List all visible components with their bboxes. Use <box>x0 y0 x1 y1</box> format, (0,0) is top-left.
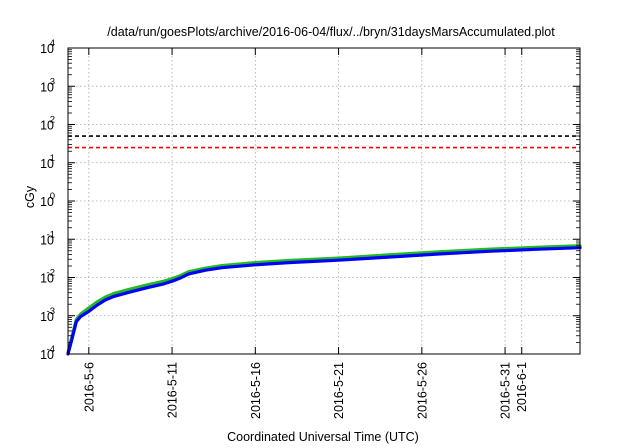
y-axis-ticks: 10-4 10-3 10-2 10-1 100 101 102 103 104 <box>40 38 580 362</box>
x-tick-label: 2016-5-11 <box>166 362 180 418</box>
x-tick-label: 2016-5-21 <box>332 362 346 419</box>
x-axis-label: Coordinated Universal Time (UTC) <box>227 430 419 444</box>
y-tick-label: 10-2 <box>40 268 55 286</box>
series-line-2 <box>66 246 582 356</box>
y-tick-label: 10-1 <box>40 229 55 247</box>
y-tick-label: 100 <box>40 191 55 209</box>
y-tick-label: 101 <box>40 153 55 171</box>
x-tick-label: 2016-5-26 <box>415 362 429 419</box>
x-tick-label: 2016-5-6 <box>82 362 96 412</box>
y-tick-label: 103 <box>40 76 55 94</box>
x-tick-label: 2016-6-1 <box>515 362 529 412</box>
x-tick-label: 2016-5-31 <box>499 362 513 419</box>
y-tick-label: 102 <box>40 115 55 133</box>
y-axis-label: cGy <box>23 185 37 208</box>
reference-lines <box>68 135 580 149</box>
series-lines <box>66 244 582 356</box>
x-tick-label: 2016-5-16 <box>249 362 263 419</box>
grid <box>68 48 580 354</box>
series-line-1 <box>66 244 582 354</box>
x-axis-ticks: 2016-5-6 2016-5-11 2016-5-16 2016-5-21 2016-… <box>82 48 529 419</box>
y-tick-label: 10-3 <box>40 306 55 324</box>
y-tick-label: 10-4 <box>40 344 55 362</box>
y-tick-label: 104 <box>40 38 55 56</box>
chart-title: /data/run/goesPlots/archive/2016-06-04/f… <box>107 25 555 39</box>
